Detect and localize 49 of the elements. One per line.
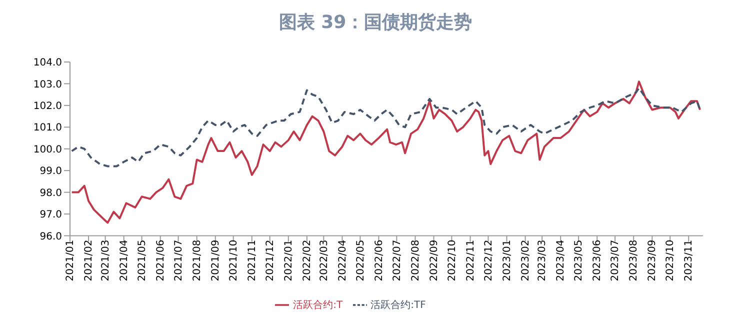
x-tick-label: 2022/03 <box>318 240 330 282</box>
y-tick-label: 100.0 <box>33 144 62 156</box>
y-tick-label: 104.0 <box>33 58 62 69</box>
x-tick-label: 2021/03 <box>100 240 112 282</box>
legend-label: 活跃合约:T <box>293 300 343 311</box>
x-tick-label: 2023/03 <box>537 240 548 282</box>
x-tick-label: 2022/09 <box>428 240 440 282</box>
x-tick-label: 2022/06 <box>374 240 385 282</box>
x-tick-label: 2023/01 <box>502 240 513 282</box>
x-tick-label: 2022/10 <box>446 240 458 282</box>
x-tick-label: 2023/06 <box>592 240 604 282</box>
x-tick-label: 2023/02 <box>520 240 532 282</box>
x-tick-label: 2022/04 <box>337 240 348 282</box>
x-tick-label: 2021/02 <box>84 240 95 282</box>
y-tick-label: 98.0 <box>40 188 62 199</box>
x-tick-label: 2023/04 <box>556 240 567 282</box>
y-tick-label: 97.0 <box>40 210 62 221</box>
x-tick-label: 2023/10 <box>665 240 676 282</box>
x-tick-label: 2021/01 <box>65 240 76 282</box>
x-tick-label: 2021/09 <box>210 240 222 282</box>
legend-label: 活跃合约:TF <box>370 300 426 311</box>
x-tick-label: 2022/01 <box>283 240 294 282</box>
x-tick-label: 2022/02 <box>302 240 314 282</box>
chart-title: 图表 39：国债期货走势 <box>278 11 474 35</box>
x-tick-label: 2022/05 <box>355 240 366 282</box>
x-tick-label: 2023/07 <box>610 240 622 282</box>
x-tick-label: 2021/06 <box>155 240 166 282</box>
y-tick-label: 101.0 <box>33 122 62 134</box>
y-tick-label: 103.0 <box>33 79 62 90</box>
x-tick-label: 2021/10 <box>228 240 240 282</box>
x-tick-label: 2021/08 <box>192 240 203 282</box>
x-tick-label: 2021/04 <box>118 240 130 282</box>
y-tick-label: 102.0 <box>33 100 62 112</box>
x-tick-label: 2022/12 <box>483 240 494 282</box>
x-tick-label: 2022/08 <box>410 240 422 282</box>
x-tick-label: 2021/12 <box>264 240 276 282</box>
x-tick-label: 2021/11 <box>246 240 258 282</box>
line-series <box>70 80 702 224</box>
x-tick-label: 2021/05 <box>136 240 148 282</box>
x-tick-label: 2023/05 <box>574 240 585 282</box>
x-tick-label: 2023/08 <box>628 240 640 282</box>
y-tick-label: 96.0 <box>40 231 62 242</box>
y-tick-label: 99.0 <box>40 166 62 178</box>
x-tick-label: 2021/07 <box>173 240 184 282</box>
x-tick-label: 2022/07 <box>392 240 403 282</box>
line-series <box>70 87 702 168</box>
x-tick-label: 2023/11 <box>684 240 695 282</box>
x-tick-label: 2023/09 <box>647 240 658 282</box>
x-tick-label: 2022/11 <box>465 240 476 282</box>
